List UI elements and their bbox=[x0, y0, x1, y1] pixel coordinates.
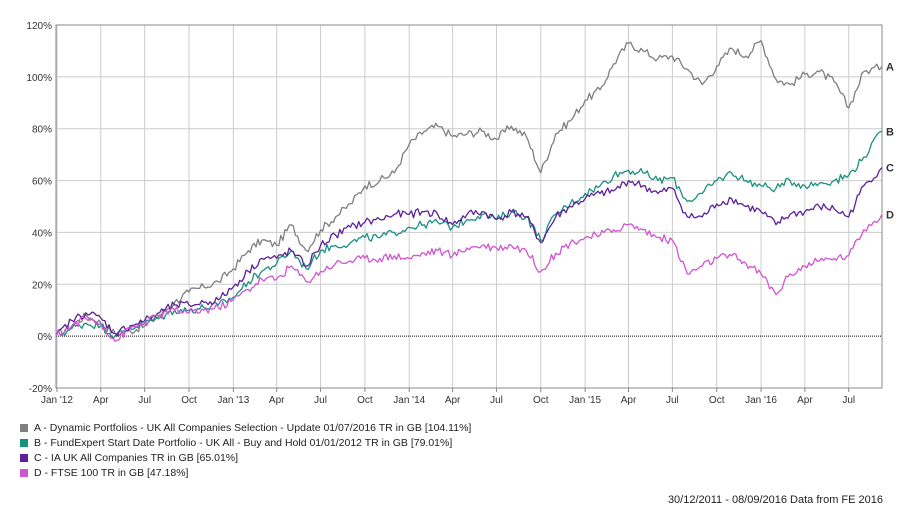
x-tick-label: Apr bbox=[445, 395, 461, 406]
series-line-c bbox=[55, 167, 883, 337]
legend-label-a: A - Dynamic Portfolios - UK All Companie… bbox=[34, 421, 472, 434]
x-tick-label: Oct bbox=[357, 395, 373, 406]
series-lines bbox=[55, 39, 883, 342]
y-tick-label: 80% bbox=[32, 125, 52, 136]
legend-item-d: D - FTSE 100 TR in GB [47.18%] bbox=[20, 465, 471, 480]
y-tick-label: 60% bbox=[32, 177, 52, 188]
x-tick-label: Jan '15 bbox=[569, 395, 601, 406]
x-tick-label: Jul bbox=[666, 395, 679, 406]
legend-item-a: A - Dynamic Portfolios - UK All Companie… bbox=[20, 420, 471, 435]
x-tick-label: Apr bbox=[797, 395, 813, 406]
x-tick-label: Jan '16 bbox=[745, 395, 777, 406]
x-tick-label: Oct bbox=[181, 395, 197, 406]
legend-swatch-d bbox=[20, 468, 28, 477]
series-line-a bbox=[55, 39, 883, 337]
grid bbox=[56, 24, 882, 389]
x-tick-label: Apr bbox=[93, 395, 109, 406]
axes: 120% 100% 80% 60% 40% 20% 0% -20%Jan '12 Apr Jul O… bbox=[26, 21, 883, 406]
series-end-label-a: A bbox=[886, 61, 894, 73]
series-end-labels: A B C D bbox=[886, 61, 894, 221]
x-tick-label: Jan '12 bbox=[41, 395, 73, 406]
y-tick-label: 0% bbox=[38, 332, 53, 343]
legend-swatch-a bbox=[20, 423, 28, 432]
legend-swatch-b bbox=[20, 438, 28, 447]
x-tick-label: Oct bbox=[533, 395, 549, 406]
x-tick-label: Oct bbox=[709, 395, 725, 406]
legend: A - Dynamic Portfolios - UK All Companie… bbox=[20, 420, 471, 480]
x-tick-label: Jul bbox=[314, 395, 327, 406]
series-end-label-d: D bbox=[886, 209, 894, 221]
series-end-label-b: B bbox=[886, 126, 894, 138]
series-line-d bbox=[55, 214, 883, 342]
series-line-b bbox=[55, 130, 883, 339]
x-tick-label: Jan '14 bbox=[393, 395, 425, 406]
legend-label-c: C - IA UK All Companies TR in GB [65.01%… bbox=[34, 451, 239, 464]
plot-frame bbox=[55, 24, 883, 389]
x-tick-label: Jul bbox=[490, 395, 503, 406]
x-tick-label: Jan '13 bbox=[217, 395, 249, 406]
x-tick-label: Apr bbox=[621, 395, 637, 406]
y-tick-label: 20% bbox=[32, 280, 52, 291]
legend-item-c: C - IA UK All Companies TR in GB [65.01%… bbox=[20, 450, 471, 465]
legend-label-b: B - FundExpert Start Date Portfolio - UK… bbox=[34, 436, 453, 449]
legend-item-b: B - FundExpert Start Date Portfolio - UK… bbox=[20, 435, 471, 450]
legend-swatch-c bbox=[20, 453, 28, 462]
line-chart: 120% 100% 80% 60% 40% 20% 0% -20%Jan '12 Apr Jul O… bbox=[26, 21, 894, 406]
x-tick-label: Apr bbox=[269, 395, 285, 406]
x-tick-label: Jul bbox=[138, 395, 151, 406]
series-end-label-c: C bbox=[886, 163, 894, 175]
y-tick-label: -20% bbox=[29, 384, 52, 395]
date-range-footer: 30/12/2011 - 08/09/2016 Data from FE 201… bbox=[667, 494, 883, 506]
y-tick-label: 100% bbox=[26, 73, 52, 84]
x-tick-label: Jul bbox=[842, 395, 855, 406]
legend-label-d: D - FTSE 100 TR in GB [47.18%] bbox=[34, 466, 189, 479]
y-tick-label: 120% bbox=[26, 21, 52, 32]
y-tick-label: 40% bbox=[32, 228, 52, 239]
